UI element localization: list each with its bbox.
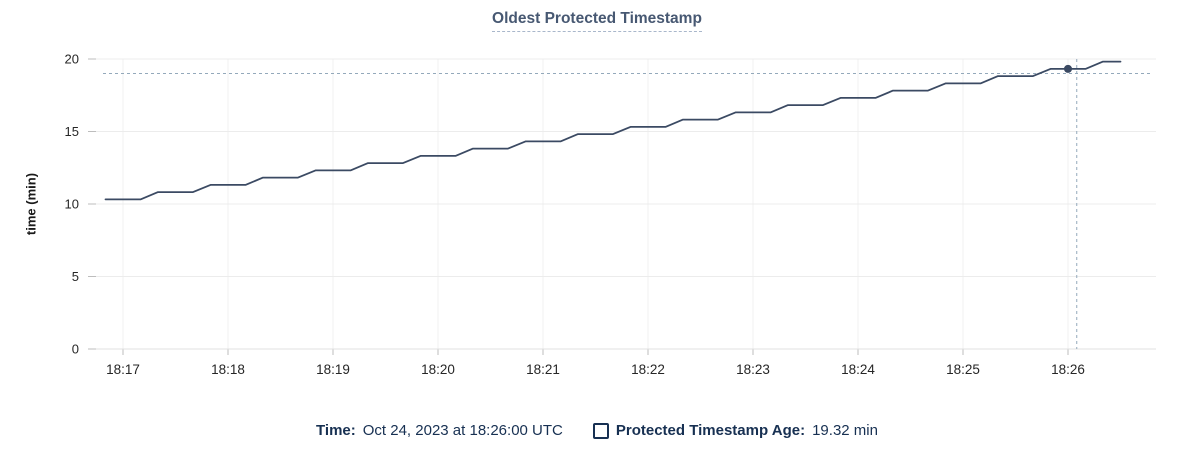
chart-title[interactable]: Oldest Protected Timestamp [492, 10, 702, 32]
chart-plot-area[interactable]: 18:17 18:18 18:19 18:20 18:21 18:22 18:23 18:24… [0, 0, 1194, 410]
x-tick-label: 18:26 [1051, 362, 1085, 377]
x-tick-label: 18:17 [106, 362, 140, 377]
y-tick-label: 10 [65, 197, 79, 212]
hover-point-dot[interactable] [1064, 64, 1072, 73]
chart-legend: Time: Oct 24, 2023 at 18:26:00 UTC Prote… [0, 421, 1194, 441]
y-tick-label: 5 [72, 269, 79, 284]
series-value: 19.32 min [812, 422, 878, 439]
y-tick-label: 0 [72, 342, 79, 357]
x-tick-label: 18:24 [841, 362, 875, 377]
time-label: Time: [316, 422, 356, 439]
series-label: Protected Timestamp Age: [615, 422, 806, 439]
y-tick-label: 15 [65, 124, 79, 139]
time-value: Oct 24, 2023 at 18:26:00 UTC [362, 422, 563, 439]
series-checkbox[interactable] [592, 423, 609, 439]
x-tick-label: 18:20 [421, 362, 455, 377]
y-tick-label: 20 [65, 52, 79, 67]
x-tick-label: 18:19 [316, 362, 350, 377]
x-tick-label: 18:18 [211, 362, 245, 377]
x-tick-label: 18:22 [631, 362, 665, 377]
chart-title-row: Oldest Protected Timestamp [0, 10, 1194, 32]
series-line[interactable] [104, 60, 1122, 201]
x-tick-label: 18:25 [946, 362, 980, 377]
x-tick-label: 18:21 [526, 362, 560, 377]
x-tick-label: 18:23 [736, 362, 770, 377]
